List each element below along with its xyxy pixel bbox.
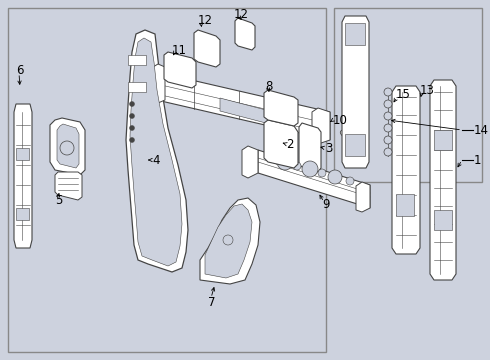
Text: 15: 15 <box>396 87 411 100</box>
Circle shape <box>346 177 354 185</box>
Polygon shape <box>235 18 255 50</box>
Polygon shape <box>50 118 85 175</box>
Circle shape <box>129 126 134 130</box>
Text: 11: 11 <box>172 44 187 57</box>
Bar <box>16 208 29 220</box>
Circle shape <box>60 141 74 155</box>
Circle shape <box>384 136 392 144</box>
Polygon shape <box>299 123 321 172</box>
Polygon shape <box>14 104 32 248</box>
Bar <box>434 210 452 230</box>
Text: 2: 2 <box>286 138 294 150</box>
Bar <box>16 148 29 160</box>
Text: 9: 9 <box>322 198 329 211</box>
Circle shape <box>223 235 233 245</box>
Bar <box>345 134 365 156</box>
Circle shape <box>328 170 342 184</box>
Bar <box>128 55 146 65</box>
Bar <box>434 130 452 150</box>
Polygon shape <box>148 64 165 103</box>
Polygon shape <box>205 204 252 278</box>
Polygon shape <box>220 98 285 128</box>
Polygon shape <box>130 38 182 266</box>
Polygon shape <box>200 198 260 284</box>
Polygon shape <box>264 90 298 126</box>
Circle shape <box>384 148 392 156</box>
Bar <box>8 8 326 352</box>
Text: 10: 10 <box>333 113 348 126</box>
Circle shape <box>129 138 134 143</box>
Polygon shape <box>126 30 188 272</box>
Text: 12: 12 <box>198 13 213 27</box>
Polygon shape <box>55 172 82 200</box>
Text: 14: 14 <box>474 123 489 136</box>
Circle shape <box>129 102 134 107</box>
Text: 8: 8 <box>265 80 272 93</box>
Bar <box>345 23 365 45</box>
Circle shape <box>384 112 392 120</box>
Polygon shape <box>258 150 370 208</box>
Polygon shape <box>194 30 220 67</box>
Bar <box>128 82 146 92</box>
Circle shape <box>384 100 392 108</box>
Text: 12: 12 <box>234 8 249 21</box>
Polygon shape <box>164 52 196 88</box>
Text: 1: 1 <box>474 153 482 166</box>
Polygon shape <box>57 124 79 168</box>
Circle shape <box>293 162 301 170</box>
Polygon shape <box>342 16 369 168</box>
Circle shape <box>384 124 392 132</box>
Circle shape <box>277 154 293 170</box>
Bar <box>334 8 482 182</box>
Polygon shape <box>430 80 456 280</box>
Text: 3: 3 <box>325 141 332 154</box>
Bar <box>396 194 414 216</box>
Polygon shape <box>264 120 298 168</box>
Polygon shape <box>392 86 420 254</box>
Circle shape <box>384 88 392 96</box>
Polygon shape <box>356 182 370 212</box>
Text: 13: 13 <box>420 84 435 96</box>
Polygon shape <box>148 70 330 140</box>
Circle shape <box>318 169 326 177</box>
Circle shape <box>129 113 134 118</box>
Text: 7: 7 <box>208 296 216 309</box>
Circle shape <box>302 161 318 177</box>
Text: 6: 6 <box>16 63 24 77</box>
Text: 5: 5 <box>55 194 62 207</box>
Polygon shape <box>242 146 258 178</box>
Ellipse shape <box>341 129 364 141</box>
Polygon shape <box>312 108 330 144</box>
Text: 4: 4 <box>152 153 160 166</box>
